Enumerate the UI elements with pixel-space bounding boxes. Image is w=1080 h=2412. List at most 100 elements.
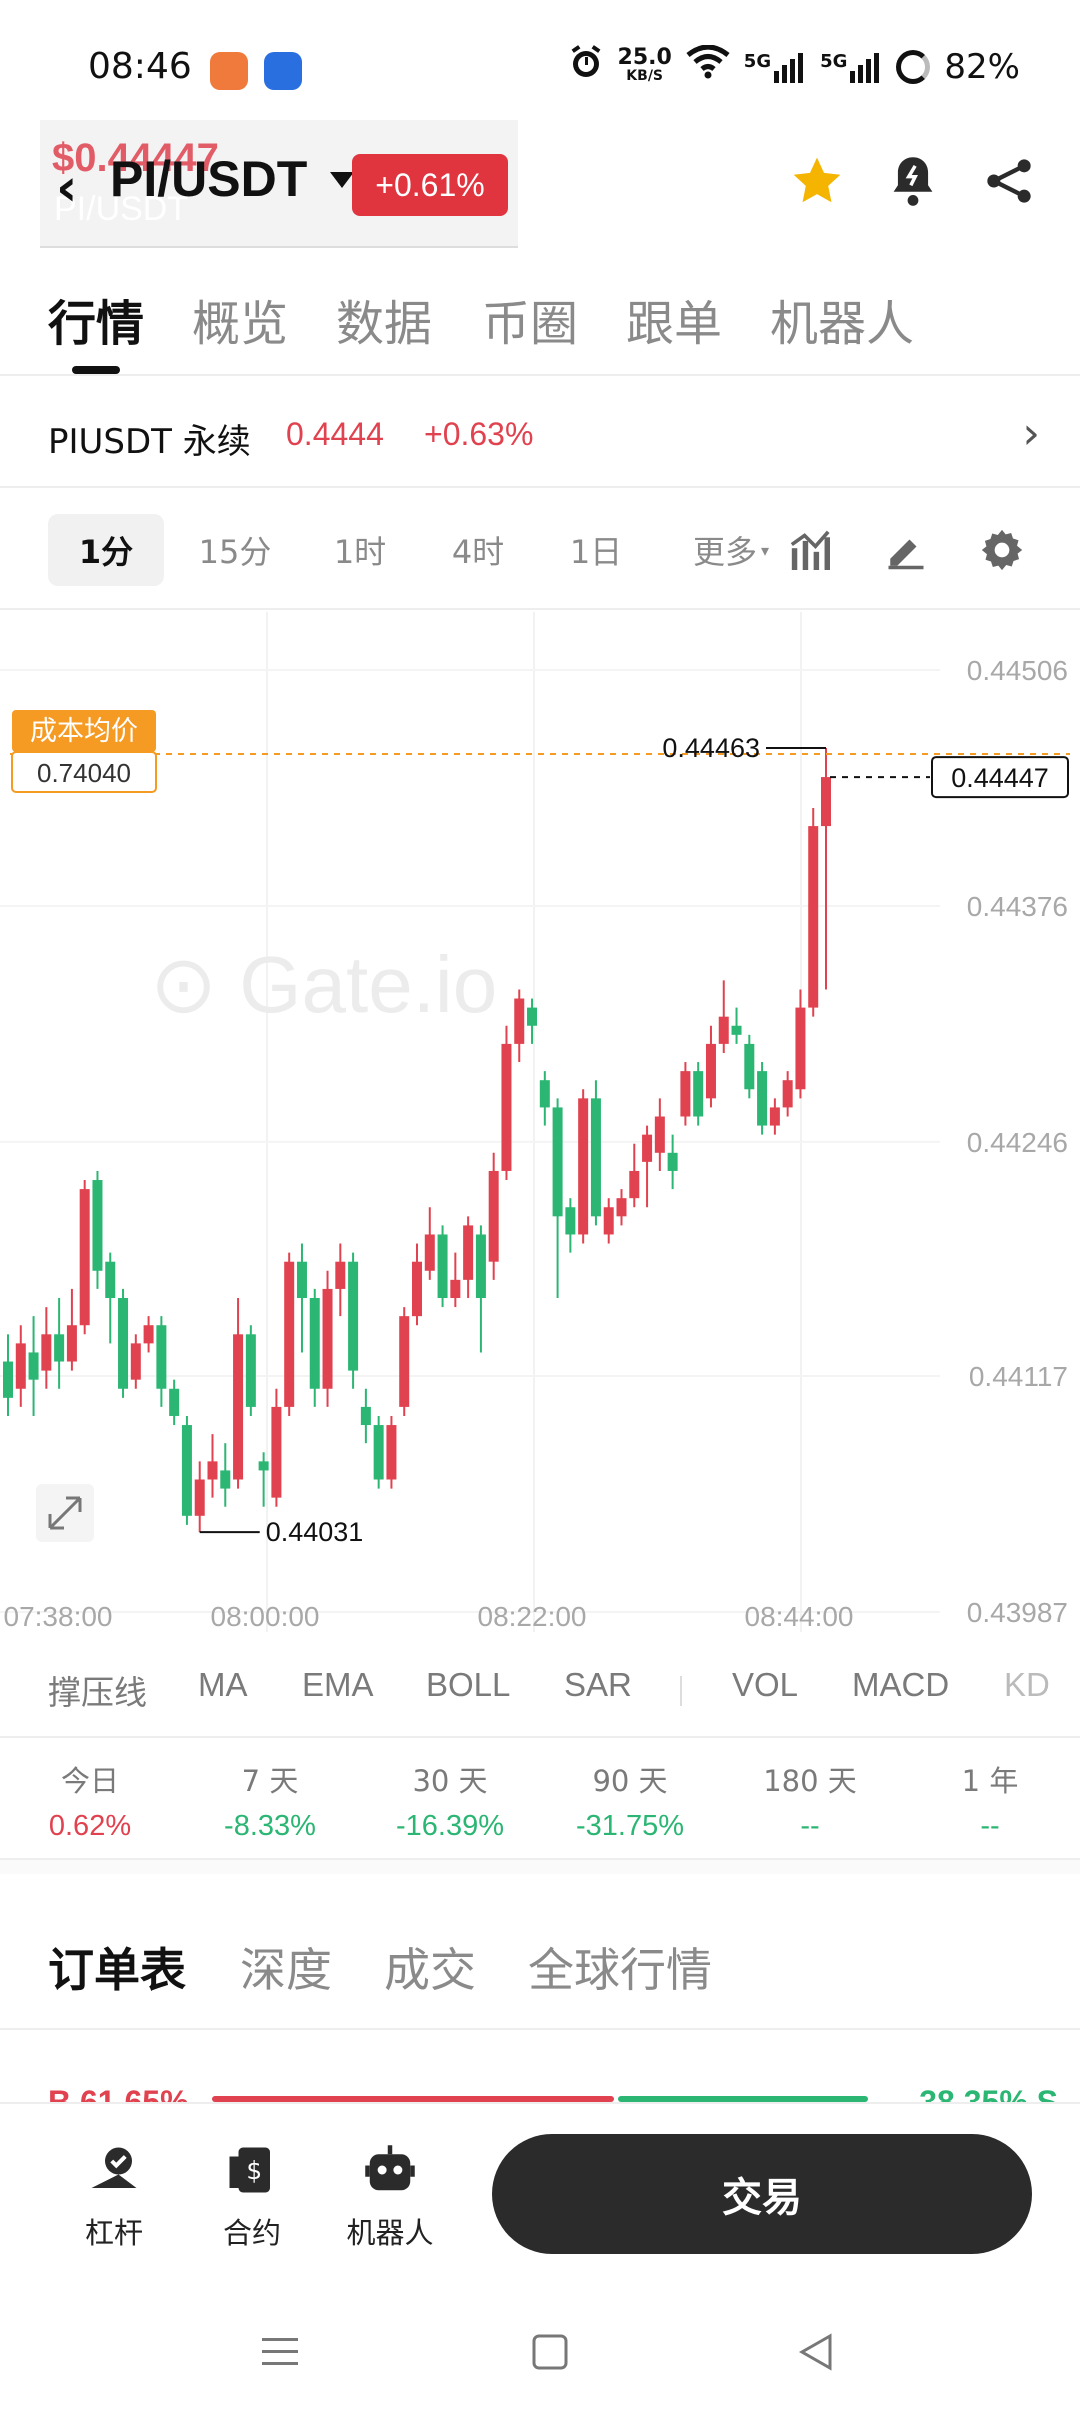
y-tick-label: 0.43987 <box>967 1597 1068 1628</box>
tab-global-market[interactable]: 全球行情 <box>528 1943 712 1997</box>
tab-depth[interactable]: 深度 <box>240 1943 332 1997</box>
gear-icon[interactable] <box>970 518 1034 582</box>
timeframe-15m[interactable]: 15分 <box>198 533 272 571</box>
contract-button[interactable]: $ 合约 <box>192 2140 312 2252</box>
candle <box>220 1443 231 1507</box>
leverage-button[interactable]: 杠杆 <box>54 2140 174 2252</box>
tab-trades[interactable]: 成交 <box>384 1943 476 1997</box>
perf-90d: 90 天 -31.75% <box>540 1758 720 1843</box>
indicator-divider <box>680 1676 682 1706</box>
timeframe-more-label: 更多 <box>692 533 757 571</box>
price-chart[interactable]: ⊙ Gate.io 0.44506 0.44376 0.44246 0.44117 0.… <box>0 612 1080 1642</box>
candle <box>642 1125 653 1208</box>
tab-overview[interactable]: 概览 <box>192 296 289 352</box>
tab-order-book[interactable]: 订单表 <box>48 1943 186 1997</box>
home-icon[interactable] <box>510 2316 590 2388</box>
bell-icon[interactable] <box>878 146 948 216</box>
candle <box>782 1071 793 1117</box>
candle <box>258 1452 269 1507</box>
indicator-ema[interactable]: EMA <box>302 1666 374 1703</box>
y-tick-label: 0.44246 <box>967 1127 1068 1158</box>
timeframe-1d[interactable]: 1日 <box>569 533 623 571</box>
battery-level: 82% <box>944 46 1020 87</box>
candle <box>705 1025 716 1108</box>
candle <box>514 989 525 1063</box>
candle <box>143 1316 154 1353</box>
candle <box>744 1034 755 1099</box>
candle <box>105 1252 116 1344</box>
candle <box>757 1062 768 1135</box>
perf-label: 90 天 <box>592 1764 668 1798</box>
timeframe-4h[interactable]: 4时 <box>451 533 505 571</box>
high-price-label: 0.44463 <box>662 733 760 763</box>
tab-community[interactable]: 币圈 <box>482 296 579 352</box>
share-icon[interactable] <box>974 146 1044 216</box>
section-spacer <box>0 1860 1080 1874</box>
tab-bot[interactable]: 机器人 <box>770 296 915 352</box>
candle <box>284 1252 295 1416</box>
signal-1-label: 5G <box>743 50 772 72</box>
perf-value: -8.33% <box>224 1810 316 1842</box>
indicator-vol[interactable]: VOL <box>732 1666 799 1703</box>
candle <box>28 1316 39 1416</box>
tab-copy-trade[interactable]: 跟单 <box>626 296 723 352</box>
battery-icon <box>896 49 931 84</box>
candle <box>616 1189 627 1226</box>
candle <box>194 1461 205 1533</box>
trade-button[interactable]: 交易 <box>492 2134 1032 2254</box>
perf-value: 0.62% <box>48 1810 132 1842</box>
candle <box>475 1225 486 1353</box>
tab-data[interactable]: 数据 <box>336 296 433 352</box>
timeframe-1m[interactable]: 1分 <box>48 514 164 586</box>
candle <box>412 1243 422 1326</box>
tab-market[interactable]: 行情 <box>48 296 145 352</box>
perf-today: 今日 0.62% <box>0 1758 180 1843</box>
candle <box>552 1098 563 1298</box>
status-bar: 08:46 25.0 KB/S 5G 5G 82% <box>0 0 1080 130</box>
candle <box>386 1415 397 1489</box>
candle <box>437 1225 448 1308</box>
menu-icon[interactable] <box>240 2316 320 2388</box>
candlestick-chart[interactable]: ⊙ Gate.io 0.445060.443760.442460.441170.… <box>0 612 1080 1642</box>
back-arrow-icon[interactable]: ‹ <box>56 158 78 218</box>
pair-title[interactable]: PI/USDT <box>110 151 308 207</box>
candle <box>15 1325 26 1407</box>
timeframe-1h[interactable]: 1时 <box>333 533 387 571</box>
candle <box>578 1089 589 1244</box>
indicator-support-resistance[interactable]: 撑压线 <box>48 1674 147 1711</box>
candle <box>718 980 729 1053</box>
robot-button[interactable]: 机器人 <box>330 2140 450 2252</box>
indicator-macd[interactable]: MACD <box>852 1666 950 1703</box>
sell-ratio-label: 38.35% S <box>919 2084 1058 2102</box>
cost-average-marker: 成本均价 0.74040 <box>10 710 1070 793</box>
indicator-kd[interactable]: KD <box>1004 1666 1050 1703</box>
back-icon[interactable] <box>776 2316 856 2388</box>
expand-icon[interactable] <box>36 1484 94 1542</box>
candle <box>79 1180 90 1335</box>
star-icon[interactable] <box>782 146 852 216</box>
candle <box>501 1025 512 1181</box>
indicator-chart-icon[interactable] <box>778 518 842 582</box>
x-axis-ticks: 07:38:00 08:00:00 08:22:00 08:44:00 <box>4 1601 854 1632</box>
x-tick-label: 08:22:00 <box>478 1601 587 1632</box>
candle <box>3 1334 13 1416</box>
perf-value: -16.39% <box>395 1810 504 1842</box>
candle <box>92 1170 103 1289</box>
perf-1y: 1 年 -- <box>900 1758 1080 1843</box>
signal-5g-icon: 5G <box>820 51 882 83</box>
indicator-sar[interactable]: SAR <box>564 1666 632 1703</box>
perf-label: 7 天 <box>241 1764 299 1798</box>
chevron-down-icon[interactable] <box>330 172 354 188</box>
indicator-ma[interactable]: MA <box>198 1666 248 1703</box>
chevron-right-icon[interactable]: › <box>1022 408 1040 459</box>
draw-pen-icon[interactable] <box>874 518 938 582</box>
candle <box>488 1152 499 1280</box>
candles-layer <box>3 748 831 1533</box>
robot-label: 机器人 <box>346 2216 434 2250</box>
candle <box>335 1243 346 1317</box>
perpetual-row[interactable]: PIUSDT 永续 0.4444 +0.63% › <box>0 378 1080 488</box>
candle <box>54 1298 65 1389</box>
timeframe-more[interactable]: 更多 ▾ <box>676 514 786 586</box>
indicator-boll[interactable]: BOLL <box>426 1666 511 1703</box>
candle <box>130 1334 141 1389</box>
